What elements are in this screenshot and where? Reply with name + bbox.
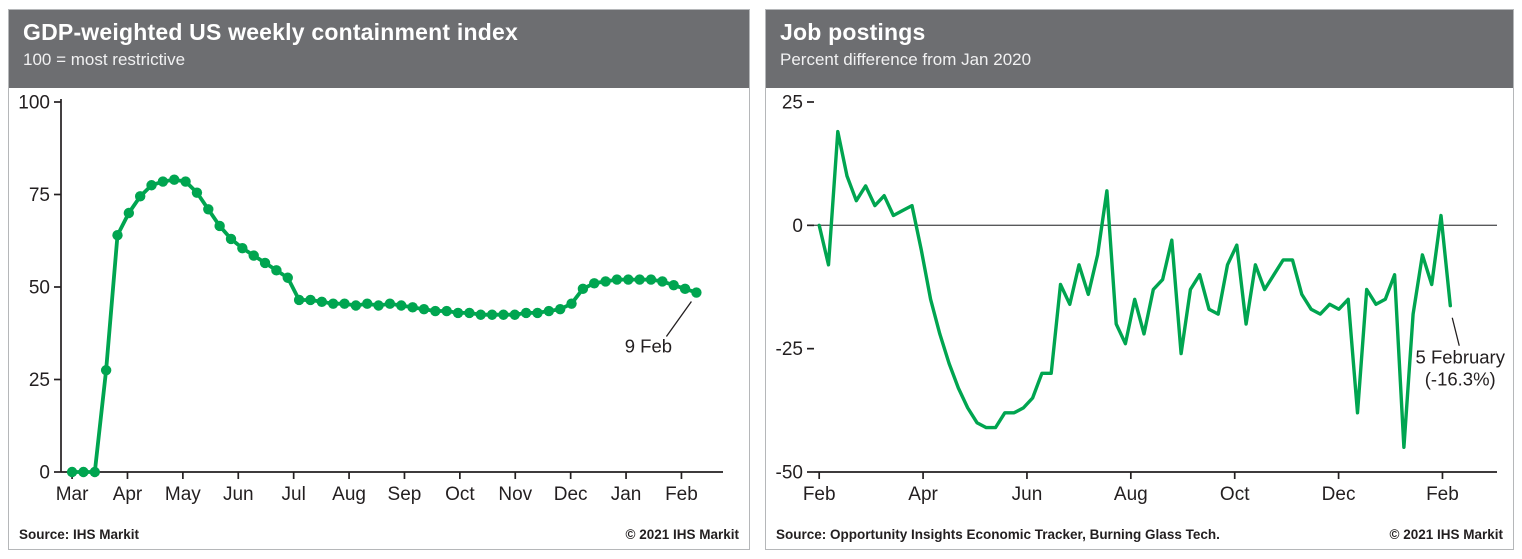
svg-text:Jun: Jun <box>1012 484 1043 505</box>
svg-text:Feb: Feb <box>1426 484 1459 505</box>
svg-text:9 Feb: 9 Feb <box>625 336 672 357</box>
containment-subtitle: 100 = most restrictive <box>23 49 186 69</box>
containment-footer: Source: IHS Markit © 2021 IHS Markit <box>19 527 739 542</box>
svg-text:0: 0 <box>792 216 803 237</box>
svg-text:Feb: Feb <box>665 484 698 505</box>
svg-text:Jun: Jun <box>223 484 254 505</box>
svg-text:50: 50 <box>29 278 50 299</box>
svg-text:Aug: Aug <box>1114 484 1148 505</box>
job-postings-subtitle: Percent difference from Jan 2020 <box>780 49 1032 69</box>
svg-text:Oct: Oct <box>445 484 475 505</box>
job-postings-footer: Source: Opportunity Insights Economic Tr… <box>776 527 1503 542</box>
svg-text:Feb: Feb <box>803 484 836 505</box>
svg-text:Aug: Aug <box>332 484 366 505</box>
job-postings-source: Source: Opportunity Insights Economic Tr… <box>776 527 1220 542</box>
containment-index-panel: GDP-weighted US weekly containment index… <box>8 9 750 550</box>
svg-text:Mar: Mar <box>56 484 89 505</box>
svg-text:Dec: Dec <box>1322 484 1356 505</box>
svg-text:-50: -50 <box>776 463 803 484</box>
svg-text:Oct: Oct <box>1220 484 1250 505</box>
svg-text:25: 25 <box>29 370 50 391</box>
svg-text:Apr: Apr <box>113 484 143 505</box>
svg-text:Jul: Jul <box>282 484 306 505</box>
containment-source: Source: IHS Markit <box>19 527 140 542</box>
svg-text:-25: -25 <box>776 339 803 360</box>
svg-text:May: May <box>165 484 201 505</box>
job-postings-title: Job postings <box>780 19 926 45</box>
containment-title: GDP-weighted US weekly containment index <box>23 19 518 45</box>
containment-copyright: © 2021 IHS Markit <box>625 527 740 542</box>
svg-text:75: 75 <box>29 185 50 206</box>
job-postings-panel: Job postings Percent difference from Jan… <box>765 9 1514 550</box>
svg-text:5 February(-16.3%): 5 February (-16.3%) <box>1416 347 1506 390</box>
svg-text:100: 100 <box>18 93 50 114</box>
job-postings-copyright: © 2021 IHS Markit <box>1389 527 1504 542</box>
svg-text:25: 25 <box>782 93 803 114</box>
svg-text:Sep: Sep <box>388 484 422 505</box>
svg-text:Dec: Dec <box>554 484 588 505</box>
svg-text:Apr: Apr <box>908 484 938 505</box>
svg-text:Nov: Nov <box>498 484 532 505</box>
svg-text:Jan: Jan <box>611 484 642 505</box>
job-postings-header: Job postings Percent difference from Jan… <box>766 10 1513 88</box>
containment-header: GDP-weighted US weekly containment index… <box>9 10 749 88</box>
svg-text:0: 0 <box>39 463 50 484</box>
containment-line-chart: 0 25 50 75 100 Mar Apr May Jun Jul Aug Sep Oct Nov Dec… <box>18 93 723 505</box>
